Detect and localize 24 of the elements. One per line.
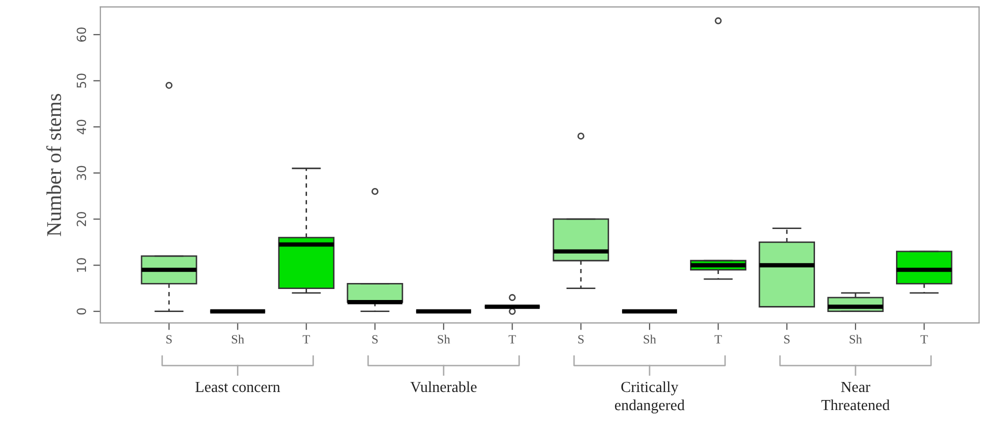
text: Least concern — [195, 382, 280, 392]
text: Near Threatened — [821, 382, 890, 410]
x-tick-label: Sh — [438, 334, 450, 344]
x-tick-label: T — [714, 335, 722, 344]
y-tick-label: 40 — [76, 120, 86, 134]
text: Critically endangered — [614, 381, 685, 414]
x-tick-label: T — [508, 335, 516, 344]
text: Vulnerable — [410, 381, 477, 392]
x-tick-label: Sh — [644, 334, 656, 344]
x-tick-label: T — [302, 335, 310, 344]
x-tick-label: Sh — [850, 334, 862, 344]
x-tick-label: S — [578, 335, 584, 344]
y-tick-label: 0 — [76, 308, 86, 315]
x-tick-label: S — [372, 335, 378, 344]
y-tick-label: 60 — [76, 27, 86, 42]
y-tick-label: 30 — [76, 166, 86, 180]
x-tick-label: S — [166, 335, 172, 344]
y-axis-title: Number of stems — [46, 94, 62, 236]
y-tick-label: 50 — [76, 74, 86, 88]
y-tick-label: 20 — [76, 212, 86, 226]
x-tick-label: Sh — [232, 334, 244, 344]
y-tick-label: 10 — [76, 258, 86, 272]
x-tick-label: T — [920, 335, 928, 344]
x-tick-label: S — [784, 335, 790, 344]
